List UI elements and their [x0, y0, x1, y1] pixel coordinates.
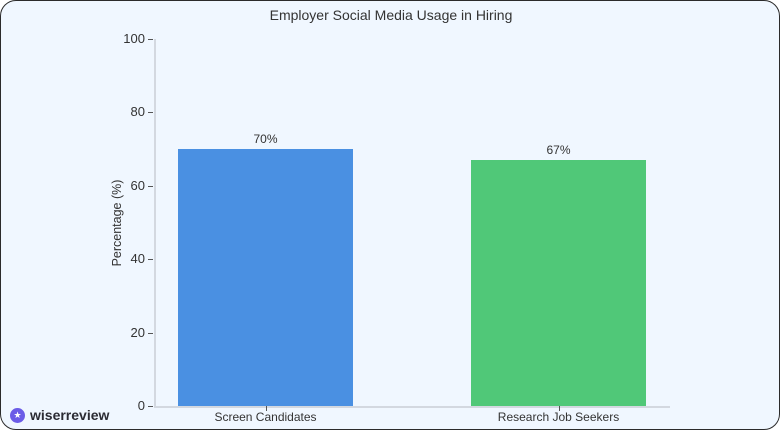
star-badge-icon: ★ — [10, 407, 25, 423]
x-tick-mark — [558, 406, 560, 411]
y-tick-label: 40 — [130, 251, 145, 267]
chart-title: Employer Social Media Usage in Hiring — [269, 7, 513, 23]
y-tick-label: 0 — [137, 398, 145, 413]
y-tick-label: 80 — [130, 104, 145, 120]
y-axis-line — [154, 39, 156, 407]
y-tick-label: 60 — [130, 177, 145, 193]
y-tick-mark — [148, 185, 153, 187]
x-tick-label: Screen Candidates — [214, 410, 317, 424]
y-tick-mark — [148, 259, 153, 261]
y-tick-mark — [148, 332, 153, 334]
x-tick-label: Research Job Seekers — [497, 410, 620, 424]
brand-name: wiserreview — [30, 407, 110, 423]
y-tick-mark — [148, 406, 153, 407]
y-tick-label: 100 — [123, 31, 145, 46]
bar-0 — [178, 149, 353, 406]
x-tick-mark — [265, 406, 267, 411]
bar-value-label: 67% — [546, 143, 571, 158]
brand-logo: ★ wiserreview — [10, 407, 109, 423]
y-tick-mark — [148, 112, 153, 114]
bar-1 — [471, 160, 646, 406]
y-tick-mark — [148, 39, 153, 40]
x-axis-line — [154, 406, 670, 408]
bar-value-label: 70% — [253, 132, 278, 147]
y-tick-label: 20 — [130, 324, 145, 340]
